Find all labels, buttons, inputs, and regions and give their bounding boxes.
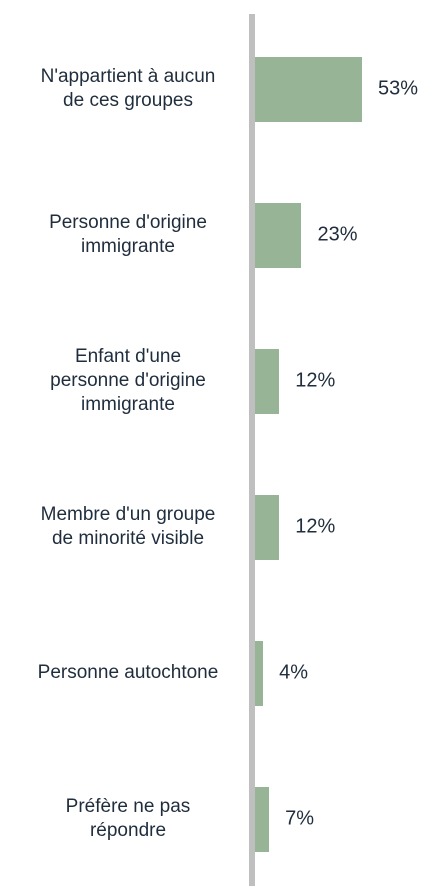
bar bbox=[255, 202, 302, 268]
category-label: Membre d'un groupe de minorité visible bbox=[40, 504, 216, 549]
bar bbox=[255, 494, 280, 560]
value-label: 7% bbox=[285, 807, 315, 830]
value-label: 12% bbox=[295, 515, 336, 538]
value-label: 4% bbox=[279, 661, 308, 684]
bar bbox=[255, 640, 264, 706]
axis-line bbox=[249, 14, 255, 886]
category-label: Personne autochtone bbox=[37, 662, 219, 683]
category-label: Personne d'origine immigrante bbox=[49, 212, 207, 257]
category-label: N'appartient à aucun de ces groupes bbox=[40, 66, 216, 111]
bar bbox=[255, 56, 363, 122]
category-label: Enfant d'une personne d'origine immigran… bbox=[50, 346, 206, 415]
value-label: 12% bbox=[295, 369, 336, 392]
category-label: Préfère ne pas répondre bbox=[65, 796, 191, 841]
bar bbox=[255, 786, 270, 852]
bar bbox=[255, 348, 280, 414]
value-label: 23% bbox=[317, 223, 358, 246]
value-label: 53% bbox=[378, 77, 419, 100]
